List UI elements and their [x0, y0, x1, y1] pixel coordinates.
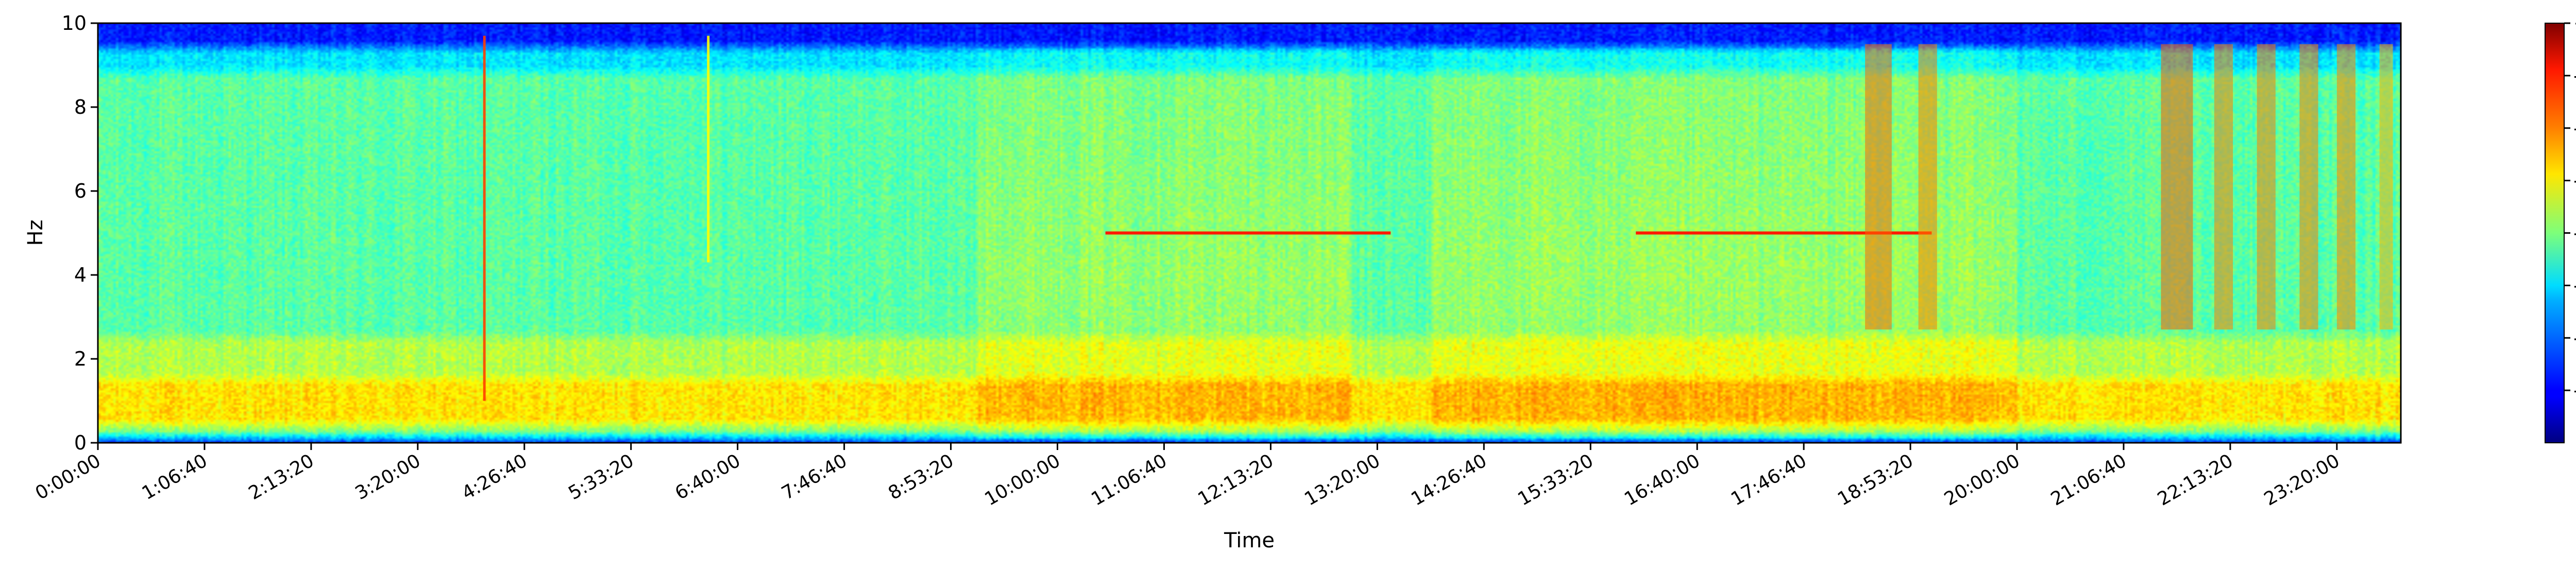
x-tick-label: 12:13:20	[1194, 450, 1277, 510]
burst-feature	[2299, 44, 2318, 330]
colorbar-tick-label: -50 dB	[2573, 274, 2576, 297]
y-tick-label: 2	[74, 348, 87, 370]
burst-feature	[2257, 44, 2276, 330]
burst-feature	[1865, 44, 1892, 330]
x-tick-label: 2:13:20	[245, 450, 318, 504]
burst-feature	[2214, 44, 2233, 330]
x-tick-label: 7:46:40	[778, 450, 851, 504]
x-tick-label: 23:20:00	[2261, 450, 2344, 510]
x-tick-label: 0:00:00	[32, 450, 105, 504]
x-tick-label: 18:53:20	[1834, 450, 1917, 510]
x-axis: 0:00:00 1:06:40 2:13:20 3:20:00 4:26:40 5:33:…	[32, 443, 2344, 510]
burst-feature	[2336, 44, 2356, 330]
burst-feature	[1918, 44, 1937, 330]
y-tick-label: 10	[62, 12, 87, 34]
y-axis-label: Hz	[24, 219, 47, 246]
x-tick-label: 13:20:00	[1301, 450, 1384, 510]
colorbar-tick-label: -40 dB	[2573, 222, 2576, 245]
y-tick-label: 6	[74, 180, 87, 202]
burst-feature	[2161, 44, 2193, 330]
colorbar-ticks: +0 dB -10 dB -20 dB -30 dB -40 dB -50 dB -60 d…	[2564, 12, 2576, 402]
y-tick-label: 4	[74, 264, 87, 286]
x-tick-label: 16:40:00	[1621, 450, 1704, 510]
y-tick-label: 0	[74, 431, 87, 454]
y-tick-label: 8	[74, 96, 87, 118]
x-tick-label: 5:33:20	[565, 450, 638, 504]
colorbar-tick-label: +0 dB	[2573, 12, 2576, 34]
x-tick-label: 1:06:40	[139, 450, 211, 504]
x-tick-label: 11:06:40	[1088, 450, 1171, 510]
colorbar-tick-label: -70 dB	[2573, 379, 2576, 402]
plot-area	[98, 23, 2401, 443]
plot-frame	[97, 22, 2402, 444]
x-tick-label: 15:33:20	[1514, 450, 1597, 510]
y-axis: 0 2 4 6 8 10	[62, 12, 98, 454]
x-tick-label: 3:20:00	[352, 450, 425, 504]
x-tick-label: 4:26:40	[459, 450, 531, 504]
x-tick-label: 6:40:00	[671, 450, 744, 504]
x-tick-label: 14:26:40	[1408, 450, 1490, 510]
x-tick-label: 21:06:40	[2047, 450, 2130, 510]
x-tick-label: 22:13:20	[2154, 450, 2237, 510]
colorbar-tick-label: -60 dB	[2573, 326, 2576, 349]
colorbar-tick-label: -10 dB	[2573, 64, 2576, 87]
burst-feature	[2379, 44, 2393, 330]
x-axis-label: Time	[1224, 529, 1275, 552]
x-tick-label: 10:00:00	[981, 450, 1064, 510]
colorbar-tick-label: -20 dB	[2573, 117, 2576, 140]
x-tick-label: 8:53:20	[885, 450, 957, 504]
colorbar-tick-label: -30 dB	[2573, 169, 2576, 192]
colorbar: +0 dB -10 dB -20 dB -30 dB -40 dB -50 dB -60 d…	[2545, 12, 2576, 443]
colorbar-gradient	[2545, 23, 2565, 443]
x-tick-label: 17:46:40	[1727, 450, 1810, 510]
x-tick-label: 20:00:00	[1941, 450, 2024, 510]
spectral-features	[483, 36, 2393, 401]
